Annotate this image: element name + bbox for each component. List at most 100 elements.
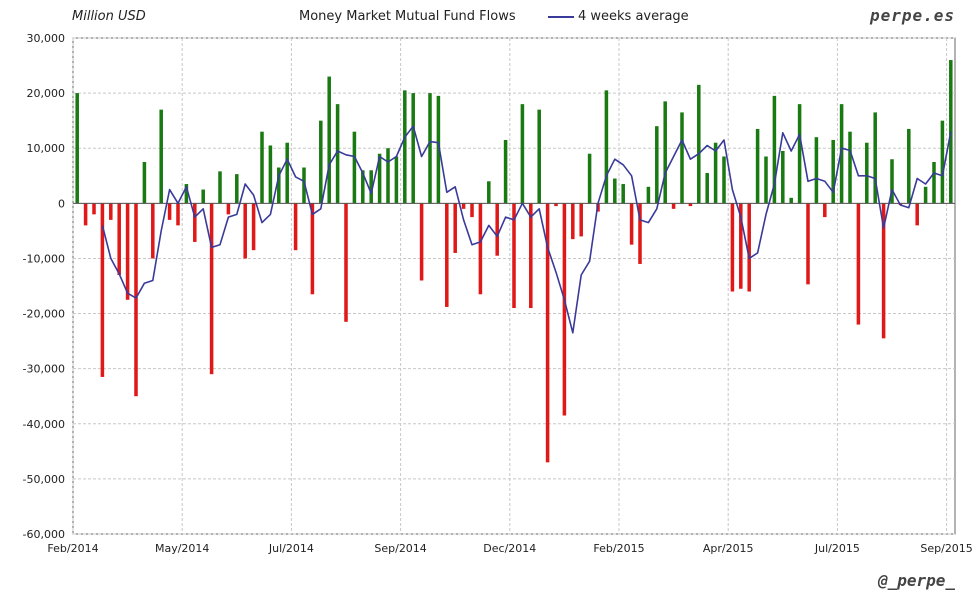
bar-inflow [722,156,726,204]
bar-inflow [520,104,525,204]
bar-inflow [428,93,432,204]
x-tick-label: Feb/2014 [47,542,98,555]
bar-outflow [167,203,172,220]
bar-inflow [394,156,399,204]
bar-inflow [75,93,79,204]
bar-outflow [344,203,348,322]
bar-outflow [293,203,298,251]
bar-inflow [319,120,323,204]
y-tick-label: 0 [58,197,65,210]
bar-inflow [411,93,415,204]
bar-inflow [697,84,701,204]
bar-outflow [579,203,583,237]
bar-outflow [495,203,499,256]
bar-inflow [503,139,508,204]
bar-inflow [327,76,331,204]
x-tick-label: Dec/2014 [483,542,536,555]
bar-inflow [613,178,617,204]
bar-inflow [940,120,945,204]
bar-inflow [873,112,877,204]
bar-outflow [739,203,743,289]
bar-inflow [604,90,609,204]
bar-inflow [369,170,373,204]
bar-inflow [537,109,541,204]
bar-inflow [923,186,928,204]
bar-outflow [243,203,247,259]
average-line [101,125,952,334]
bar-outflow [881,203,886,339]
y-tick-label: -60,000 [23,528,65,541]
bar-inflow [487,181,491,204]
bar-inflow [949,60,953,204]
bar-inflow [403,90,407,204]
bar-inflow [302,167,306,204]
bar-inflow [764,156,768,204]
bar-inflow [201,189,205,204]
bar-outflow [310,203,315,295]
bar-inflow [781,150,785,204]
x-tick-label: Jul/2015 [814,542,860,555]
bar-outflow [915,203,919,226]
bar-inflow [218,171,222,204]
bar-inflow [890,159,894,204]
bar-inflow [352,131,357,204]
bar-inflow [839,104,844,204]
bar-inflow [907,128,911,204]
bar-outflow [453,203,457,253]
bar-inflow [713,142,718,204]
bar-inflow [285,142,289,204]
bar-inflow [797,104,802,204]
bar-inflow [814,137,819,204]
y-tick-label: 30,000 [27,32,66,45]
bar-outflow [151,203,155,259]
bar-inflow [184,184,189,204]
bar-inflow [865,142,869,204]
bar-inflow [159,109,163,204]
bar-inflow [335,104,340,204]
bar-inflow [142,162,147,204]
bar-inflow [621,184,625,204]
bar-outflow [419,203,424,281]
y-tick-label: -40,000 [23,418,65,431]
bar-outflow [470,203,474,218]
x-tick-label: Sep/2015 [920,542,972,555]
bar-inflow [260,131,264,204]
legend-label: 4 weeks average [578,9,689,24]
bar-inflow [772,95,777,204]
bar-outflow [176,203,180,226]
bar-outflow [806,203,810,285]
bar-outflow [117,203,121,275]
bar-inflow [831,139,835,204]
bar-outflow [562,203,567,416]
y-tick-label: 20,000 [27,87,66,100]
bar-outflow [823,203,827,218]
bar-outflow [629,203,634,245]
legend: 4 weeks average [548,9,689,24]
bar-inflow [932,162,936,204]
x-tick-label: Jul/2014 [268,542,314,555]
bar-outflow [747,203,751,292]
y-tick-label: -20,000 [23,308,65,321]
y-tick-label: -30,000 [23,363,65,376]
bar-outflow [134,203,138,397]
bar-outflow [512,203,516,309]
bar-outflow [478,203,483,295]
bar-outflow [125,203,130,300]
bar-inflow [268,145,273,204]
bar-inflow [436,95,441,204]
x-tick-label: Apr/2015 [703,542,754,555]
bar-inflow [587,153,592,204]
bar-inflow [386,148,390,204]
bar-outflow [545,203,550,463]
bar-inflow [705,173,709,204]
bar-outflow [83,203,88,226]
bar-inflow [655,126,659,204]
bar-inflow [277,167,281,204]
y-tick-label: -10,000 [23,252,65,265]
bar-inflow [680,112,684,204]
bar-outflow [226,203,231,215]
bar-outflow [671,203,676,209]
legend-line-swatch [548,15,574,18]
bar-outflow [251,203,256,251]
